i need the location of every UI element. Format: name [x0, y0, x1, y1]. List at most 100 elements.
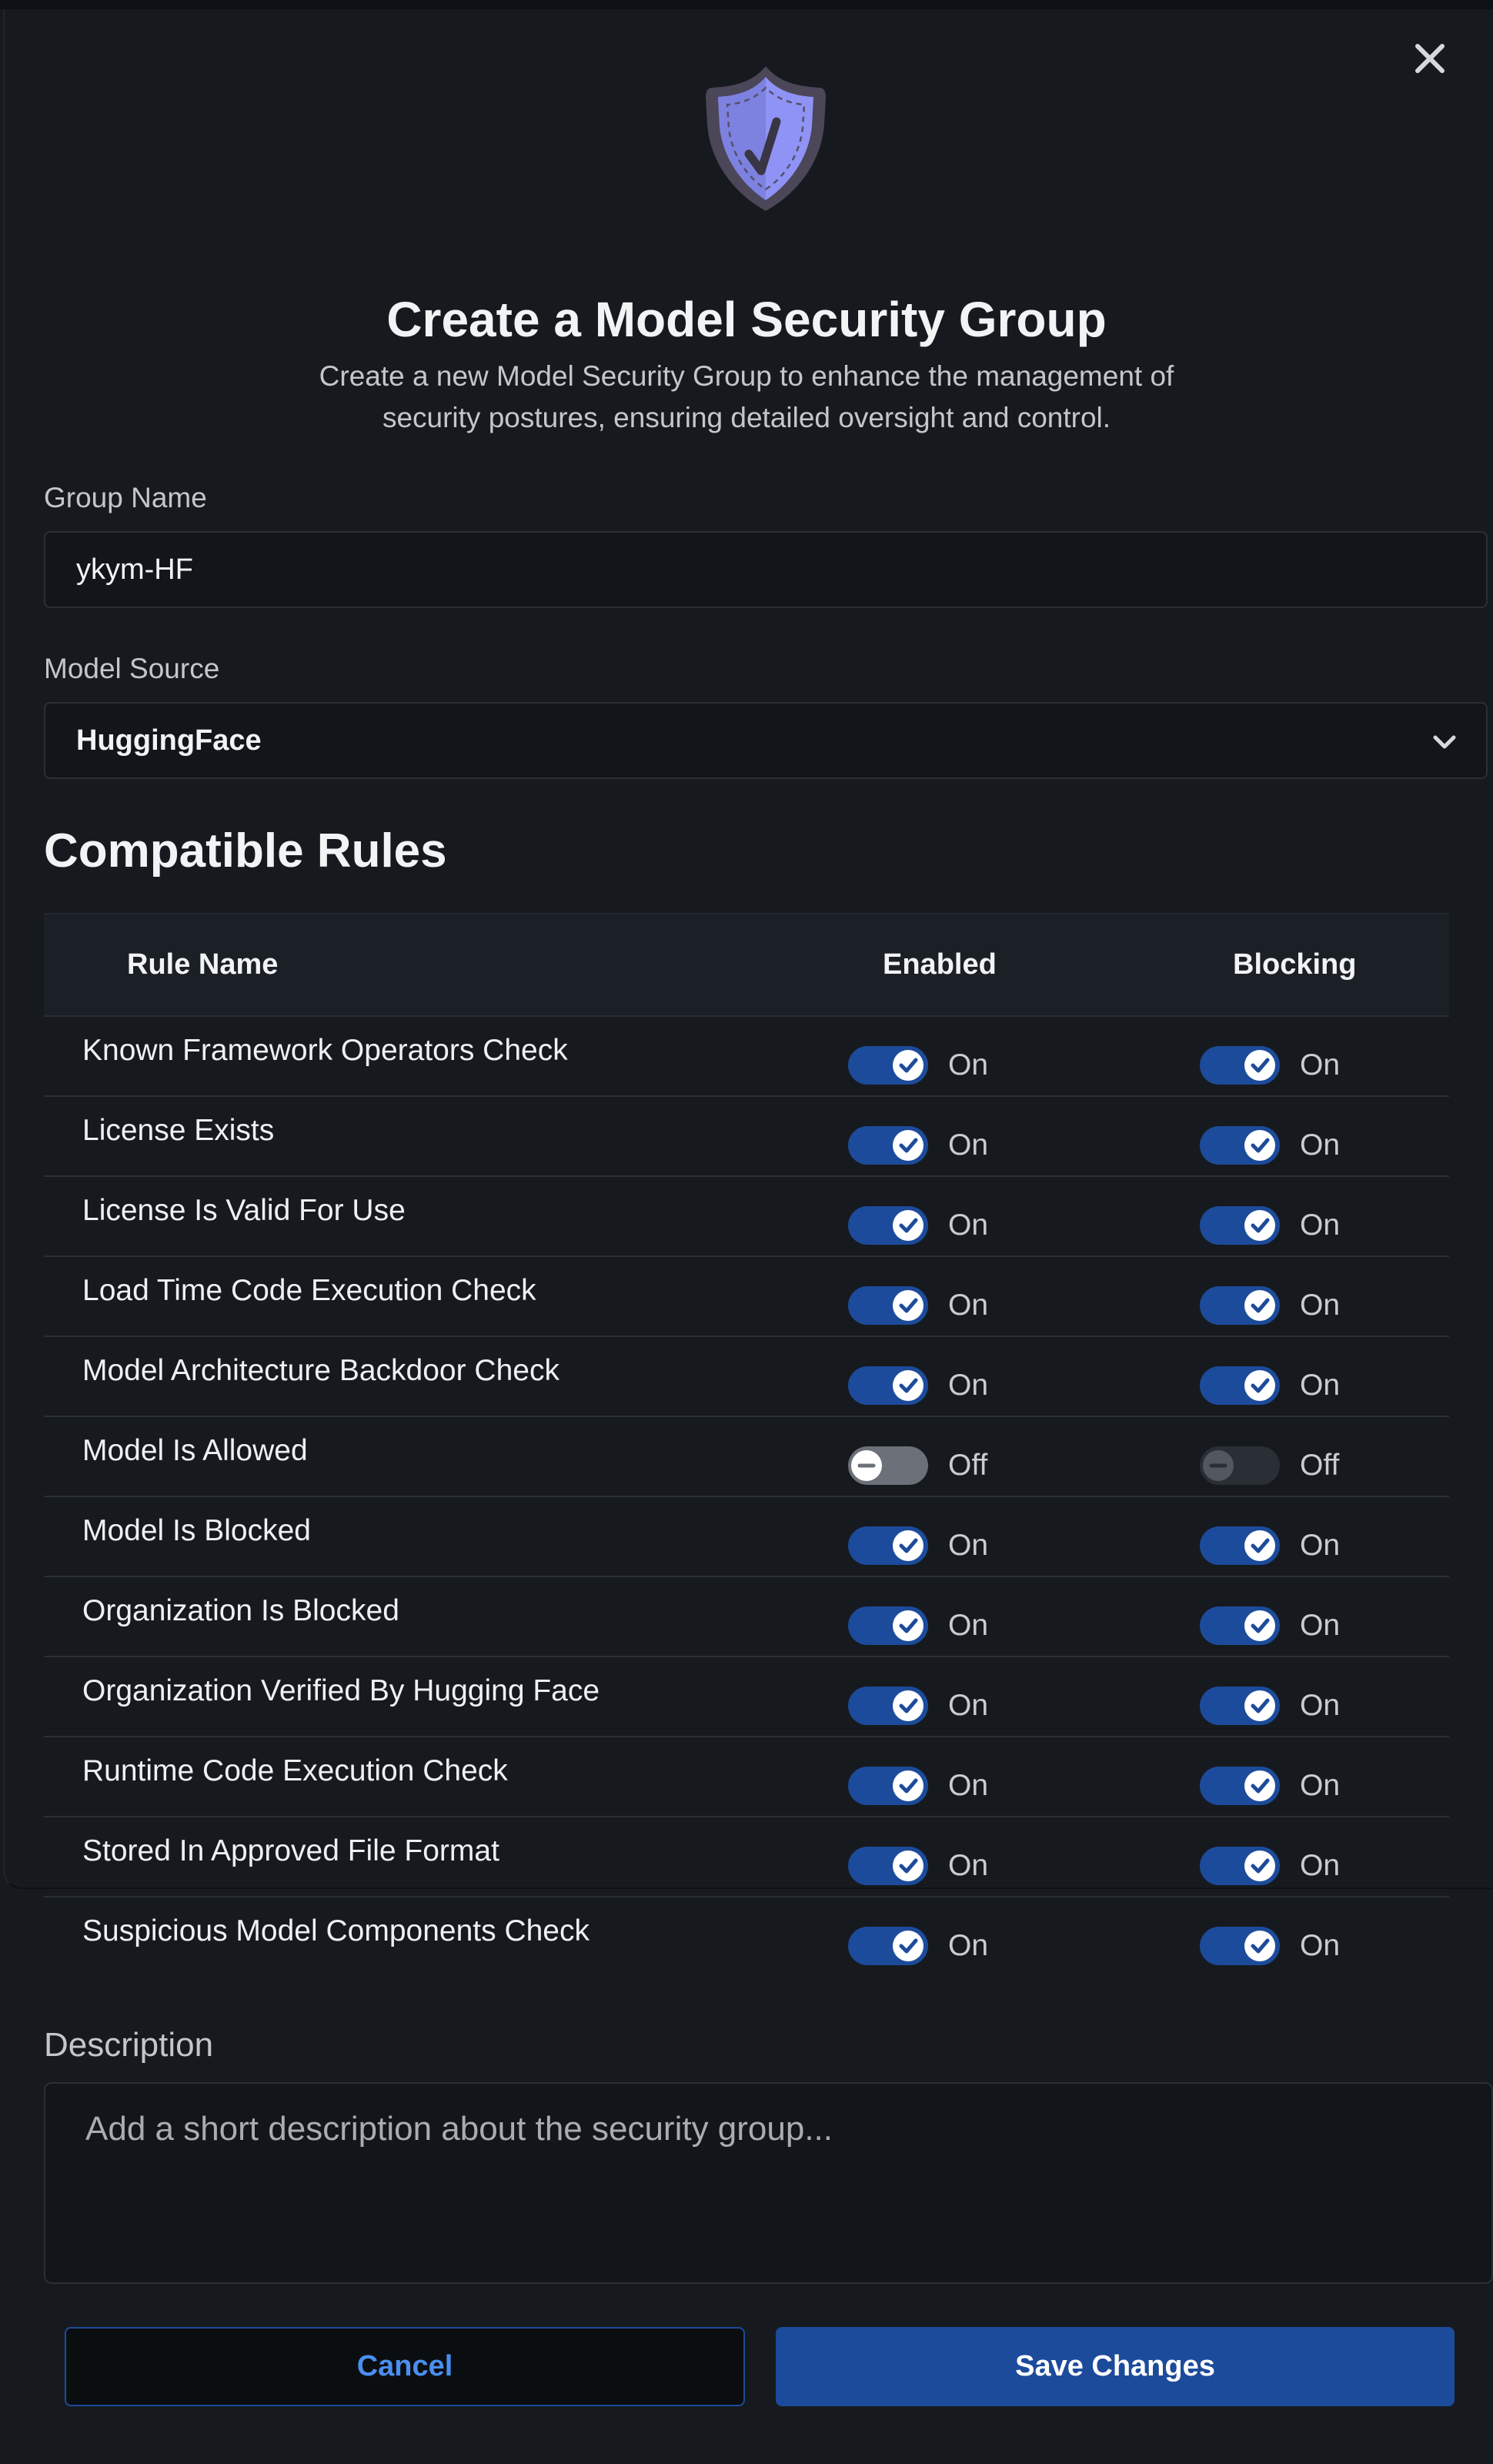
shield-check-icon [706, 66, 826, 211]
rule-name: License Is Valid For Use [82, 1194, 406, 1227]
enabled-toggle[interactable] [848, 1927, 928, 1965]
blocking-cell: On [1200, 1927, 1340, 1965]
close-icon[interactable] [1410, 38, 1450, 79]
table-row: Known Framework Operators Check On On [44, 1015, 1449, 1095]
enabled-cell: On [848, 1046, 988, 1085]
model-source-value: HuggingFace [76, 724, 262, 757]
table-row: Load Time Code Execution Check On On [44, 1255, 1449, 1336]
column-blocking: Blocking [1233, 948, 1357, 981]
blocking-cell: On [1200, 1046, 1340, 1085]
check-icon [893, 1370, 924, 1401]
blocking-cell: On [1200, 1687, 1340, 1725]
blocking-toggle[interactable] [1200, 1126, 1280, 1165]
enabled-state: On [948, 1609, 989, 1642]
enabled-toggle[interactable] [848, 1687, 928, 1725]
enabled-state: On [948, 1849, 989, 1882]
enabled-state: On [948, 1128, 989, 1162]
cancel-button[interactable]: Cancel [65, 2327, 745, 2406]
blocking-cell: On [1200, 1206, 1340, 1245]
minus-icon [851, 1450, 882, 1481]
check-icon [1244, 1210, 1275, 1241]
enabled-toggle[interactable] [848, 1046, 928, 1085]
enabled-toggle[interactable] [848, 1446, 928, 1485]
blocking-state: On [1300, 1849, 1341, 1882]
check-icon [1244, 1370, 1275, 1401]
blocking-toggle[interactable] [1200, 1526, 1280, 1565]
check-icon [893, 1931, 924, 1961]
blocking-cell: On [1200, 1126, 1340, 1165]
blocking-toggle[interactable] [1200, 1687, 1280, 1725]
enabled-cell: On [848, 1606, 988, 1645]
blocking-toggle[interactable] [1200, 1767, 1280, 1805]
rule-name: Stored In Approved File Format [82, 1834, 499, 1867]
group-name-input[interactable]: ykym-HF [44, 531, 1488, 608]
check-icon [1244, 1931, 1275, 1961]
description-placeholder: Add a short description about the securi… [85, 2110, 833, 2148]
blocking-toggle[interactable] [1200, 1606, 1280, 1645]
blocking-cell: On [1200, 1286, 1340, 1325]
enabled-toggle[interactable] [848, 1606, 928, 1645]
table-row: Runtime Code Execution Check On On [44, 1736, 1449, 1816]
blocking-toggle[interactable] [1200, 1366, 1280, 1405]
enabled-cell: On [848, 1927, 988, 1965]
check-icon [1244, 1130, 1275, 1161]
table-row: Suspicious Model Components Check On On [44, 1896, 1449, 1976]
enabled-toggle[interactable] [848, 1126, 928, 1165]
table-row: License Is Valid For Use On On [44, 1175, 1449, 1255]
blocking-cell: On [1200, 1526, 1340, 1565]
enabled-state: On [948, 1048, 989, 1082]
check-icon [1244, 1851, 1275, 1881]
check-icon [1244, 1530, 1275, 1561]
blocking-cell: On [1200, 1767, 1340, 1805]
blocking-state: Off [1300, 1449, 1340, 1482]
enabled-toggle[interactable] [848, 1206, 928, 1245]
enabled-toggle[interactable] [848, 1767, 928, 1805]
enabled-toggle[interactable] [848, 1526, 928, 1565]
blocking-toggle[interactable] [1200, 1206, 1280, 1245]
enabled-state: On [948, 1689, 989, 1722]
blocking-toggle[interactable] [1200, 1286, 1280, 1325]
compatible-rules-title: Compatible Rules [44, 824, 447, 878]
check-icon [1244, 1290, 1275, 1321]
table-row: Stored In Approved File Format On On [44, 1816, 1449, 1896]
description-label: Description [44, 2026, 214, 2064]
enabled-toggle[interactable] [848, 1286, 928, 1325]
enabled-state: On [948, 1289, 989, 1322]
blocking-state: On [1300, 1929, 1341, 1962]
group-name-value: ykym-HF [76, 553, 193, 586]
enabled-cell: On [848, 1687, 988, 1725]
description-textarea[interactable]: Add a short description about the securi… [44, 2082, 1493, 2284]
model-source-select[interactable]: HuggingFace [44, 702, 1488, 779]
enabled-toggle[interactable] [848, 1366, 928, 1405]
table-row: Model Is Allowed Off Off [44, 1416, 1449, 1496]
blocking-toggle[interactable] [1200, 1446, 1280, 1485]
enabled-toggle[interactable] [848, 1847, 928, 1885]
blocking-toggle[interactable] [1200, 1847, 1280, 1885]
modal-subtitle: Create a new Model Security Group to enh… [319, 360, 1174, 433]
group-name-label: Group Name [44, 482, 207, 513]
table-row: Organization Is Blocked On On [44, 1576, 1449, 1656]
blocking-toggle[interactable] [1200, 1046, 1280, 1085]
blocking-state: On [1300, 1529, 1341, 1562]
enabled-state: Off [948, 1449, 988, 1482]
check-icon [893, 1130, 924, 1161]
blocking-state: On [1300, 1369, 1341, 1402]
blocking-toggle[interactable] [1200, 1927, 1280, 1965]
enabled-cell: On [848, 1767, 988, 1805]
check-icon [893, 1610, 924, 1641]
enabled-state: On [948, 1769, 989, 1802]
chevron-down-icon [1433, 735, 1456, 749]
enabled-state: On [948, 1929, 989, 1962]
rule-name: Organization Verified By Hugging Face [82, 1674, 600, 1707]
table-header: Rule Name Enabled Blocking [44, 913, 1449, 1015]
table-row: Organization Verified By Hugging Face On O… [44, 1656, 1449, 1736]
check-icon [893, 1690, 924, 1721]
blocking-cell: On [1200, 1847, 1340, 1885]
rule-name: Runtime Code Execution Check [82, 1754, 508, 1787]
enabled-state: On [948, 1529, 989, 1562]
check-icon [893, 1530, 924, 1561]
blocking-state: On [1300, 1209, 1341, 1242]
rule-name: Model Is Blocked [82, 1514, 311, 1547]
model-source-label: Model Source [44, 653, 220, 684]
save-changes-button[interactable]: Save Changes [776, 2327, 1455, 2406]
